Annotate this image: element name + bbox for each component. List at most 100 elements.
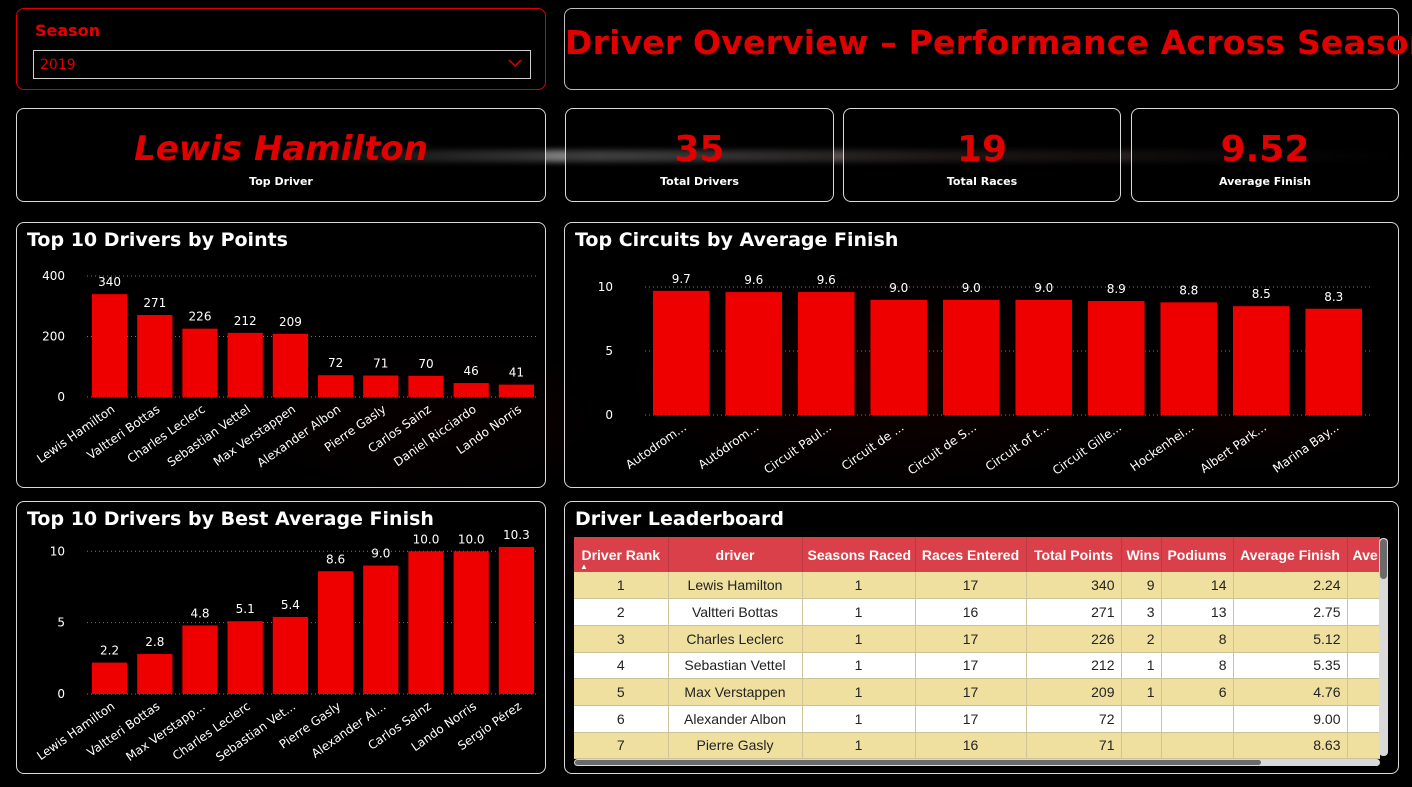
table-cell: Alexander Albon <box>668 705 803 733</box>
bar <box>317 571 354 694</box>
table-row[interactable]: 4 Sebastian Vettel 1 17 212 1 8 5.35 <box>574 652 1380 680</box>
table-row[interactable]: 3 Charles Leclerc 1 17 226 2 8 5.12 <box>574 625 1380 653</box>
bar <box>408 375 444 397</box>
table-cell: 9.00 <box>1233 705 1348 733</box>
table-cell: 271 <box>1026 598 1122 626</box>
table-cell: 17 <box>915 678 1027 706</box>
table-cell: 1 <box>1121 652 1162 680</box>
table-row[interactable]: 5 Max Verstappen 1 17 209 1 6 4.76 <box>574 678 1380 706</box>
season-value: 2019 <box>40 56 76 73</box>
table-cell: 16 <box>915 732 1027 759</box>
table-cell: 2.24 <box>1233 572 1348 600</box>
chart-points-panel: Top 10 Drivers by Points 0 200 400 340 Lewis… <box>16 222 546 488</box>
bar <box>317 375 354 397</box>
top-driver-value: Lewis Hamilton <box>134 129 428 169</box>
table-cell: 17 <box>915 705 1027 733</box>
table-cell: 5 <box>574 678 669 706</box>
table-cell: 2 <box>574 598 669 626</box>
bar <box>363 375 399 397</box>
chart-points-title: Top 10 Drivers by Points <box>27 229 288 251</box>
x-tick-label: Albert Park... <box>1198 420 1269 476</box>
column-header[interactable]: Seasons Raced <box>802 537 916 572</box>
bar <box>797 292 855 415</box>
table-cell: 17 <box>915 572 1027 600</box>
season-slicer: Season 2019 <box>16 8 546 90</box>
table-cell: 1 <box>802 598 916 626</box>
y-tick-label: 5 <box>57 616 65 630</box>
total-drivers-value: 35 <box>674 129 725 170</box>
bar <box>498 384 535 397</box>
chart-circuits-panel: Top Circuits by Average Finish 0 5 10 9.7 Au… <box>564 222 1399 488</box>
y-tick-label: 400 <box>42 269 65 283</box>
table-cell: Lewis Hamilton <box>668 572 803 600</box>
leaderboard-table-wrap: Driver Rank ▲ driver Seasons Raced Races Ent… <box>574 537 1380 759</box>
data-label: 4.8 <box>190 606 209 620</box>
data-label: 5.4 <box>281 598 300 612</box>
table-cell <box>1161 705 1234 733</box>
x-tick-label: Charles Leclerc <box>170 699 253 763</box>
kpi-total-drivers: 35 Total Drivers <box>565 108 834 202</box>
chevron-down-icon <box>508 59 522 68</box>
bar <box>498 546 535 694</box>
average-finish-value: 9.52 <box>1220 129 1310 170</box>
horizontal-scroll-thumb[interactable] <box>575 760 1261 765</box>
column-header[interactable]: Driver Rank ▲ <box>574 537 669 572</box>
table-cell: Max Verstappen <box>668 678 803 706</box>
table-cell: 17 <box>915 652 1027 680</box>
y-tick-label: 5 <box>605 344 613 358</box>
data-label: 70 <box>418 357 433 371</box>
table-row[interactable]: 6 Alexander Albon 1 17 72 9.00 <box>574 705 1380 733</box>
vertical-scroll-thumb[interactable] <box>1380 539 1387 579</box>
horizontal-scrollbar[interactable] <box>574 759 1380 766</box>
table-cell: 3 <box>574 625 669 653</box>
table-cell: 340 <box>1026 572 1122 600</box>
data-label: 10.0 <box>413 532 440 546</box>
data-label: 10.0 <box>458 532 485 546</box>
season-label: Season <box>35 21 101 40</box>
data-label: 9.6 <box>817 273 836 287</box>
bar <box>1015 299 1073 415</box>
table-row[interactable]: 7 Pierre Gasly 1 16 71 8.63 <box>574 732 1380 759</box>
data-label: 8.9 <box>1107 282 1126 296</box>
column-header[interactable]: Podiums <box>1161 537 1234 572</box>
table-cell: Sebastian Vettel <box>668 652 803 680</box>
table-cell: 17 <box>915 625 1027 653</box>
table-cell: 71 <box>1026 732 1122 759</box>
bar <box>1087 301 1145 415</box>
column-header-label: Podiums <box>1167 546 1227 563</box>
title-panel: Driver Overview – Performance Across Sea… <box>564 8 1412 90</box>
column-header[interactable]: Ave <box>1347 537 1380 572</box>
leaderboard-table: Driver Rank ▲ driver Seasons Raced Races Ent… <box>574 537 1380 759</box>
bar <box>408 551 444 694</box>
column-header-label: Seasons Raced <box>807 546 912 563</box>
column-header[interactable]: driver <box>668 537 803 572</box>
column-header[interactable]: Wins <box>1121 537 1162 572</box>
table-cell: 14 <box>1161 572 1234 600</box>
chart-circuits-title: Top Circuits by Average Finish <box>575 229 899 251</box>
x-tick-label: Marina Bay... <box>1270 420 1341 476</box>
table-cell: Pierre Gasly <box>668 732 803 759</box>
data-label: 71 <box>373 357 388 371</box>
data-label: 9.0 <box>1034 281 1053 295</box>
table-row[interactable]: 2 Valtteri Bottas 1 16 271 3 13 2.75 <box>574 598 1380 626</box>
data-label: 9.6 <box>744 273 763 287</box>
table-row[interactable]: 1 Lewis Hamilton 1 17 340 9 14 2.24 <box>574 572 1380 600</box>
y-tick-label: 0 <box>605 408 613 422</box>
data-label: 46 <box>464 364 479 378</box>
bar <box>453 551 489 694</box>
season-dropdown[interactable]: 2019 <box>33 50 531 79</box>
total-drivers-label: Total Drivers <box>660 175 739 188</box>
x-tick-label: Circuit de ... <box>839 420 907 473</box>
bar <box>453 383 489 397</box>
leaderboard-panel: Driver Leaderboard Driver Rank ▲ driver Sea… <box>564 501 1399 774</box>
x-tick-label: Lewis Hamilton <box>34 699 117 763</box>
column-header[interactable]: Races Entered <box>915 537 1027 572</box>
total-races-value: 19 <box>956 129 1008 170</box>
table-cell: 1 <box>802 572 916 600</box>
table-cell: 1 <box>802 625 916 653</box>
table-cell: 4.76 <box>1233 678 1348 706</box>
column-header[interactable]: Total Points <box>1026 537 1122 572</box>
column-header[interactable]: Average Finish <box>1233 537 1348 572</box>
vertical-scrollbar[interactable] <box>1379 538 1388 756</box>
table-header-row: Driver Rank ▲ driver Seasons Raced Races Ent… <box>574 537 1380 572</box>
